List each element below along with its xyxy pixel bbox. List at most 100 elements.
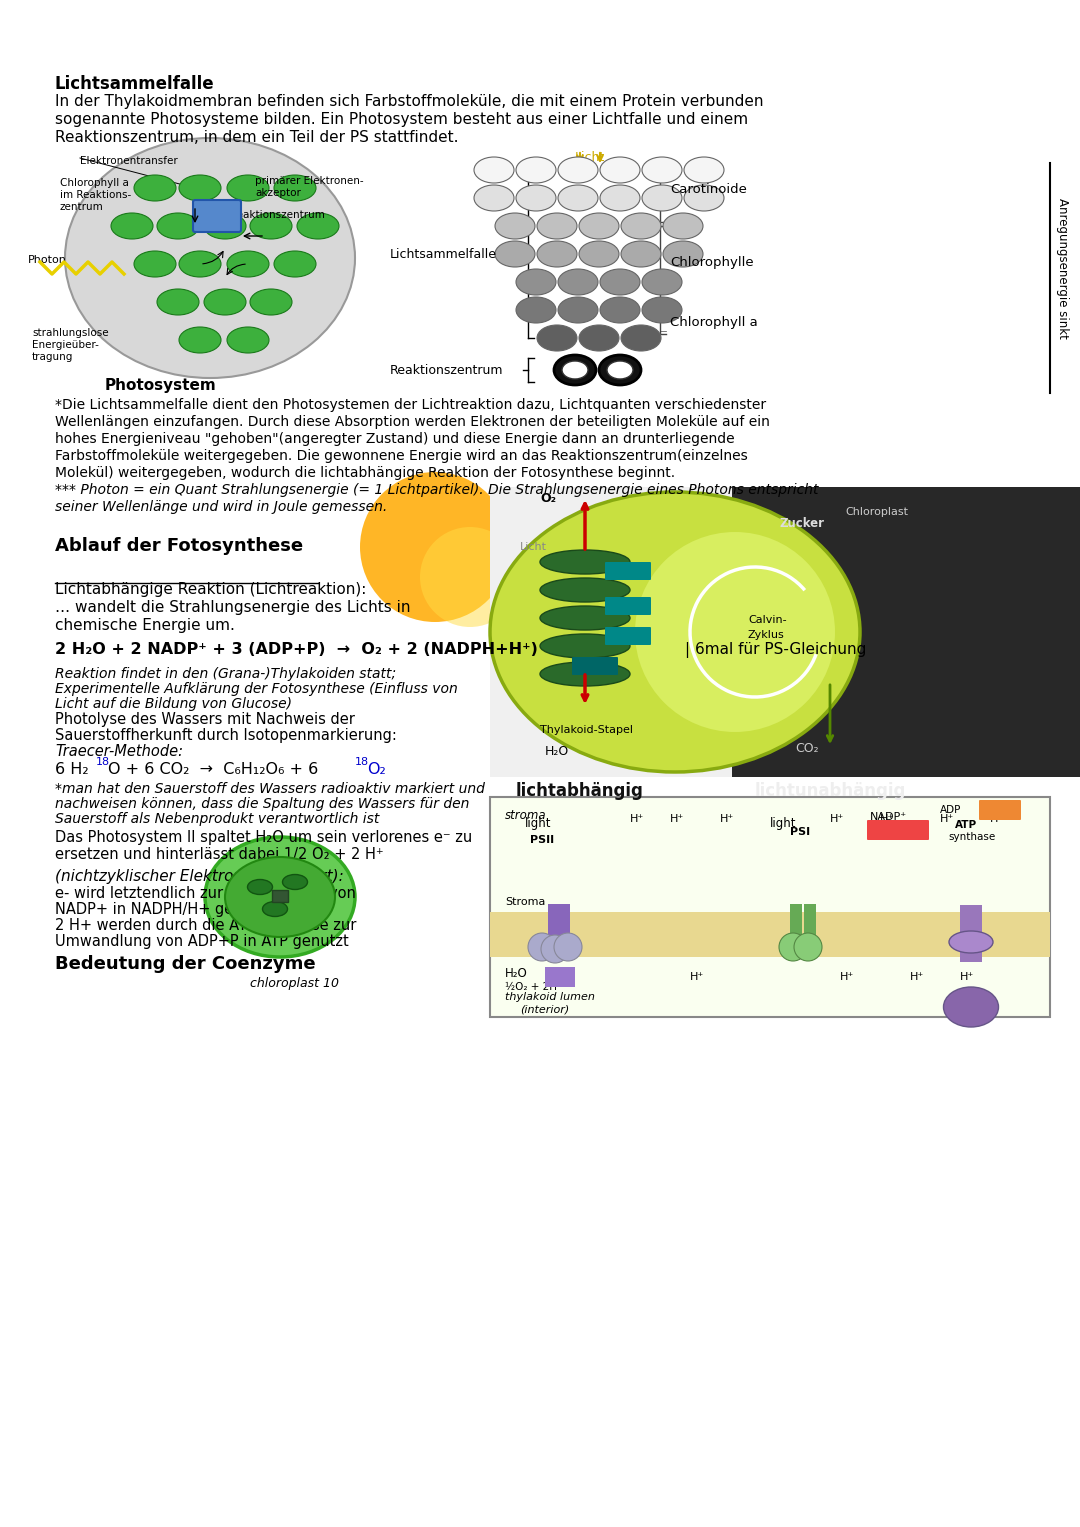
Ellipse shape: [537, 241, 577, 267]
Text: CO₂: CO₂: [795, 742, 819, 754]
Ellipse shape: [537, 212, 577, 240]
Text: In der Thylakoidmembran befinden sich Farbstoffmoleküle, die mit einem Protein v: In der Thylakoidmembran befinden sich Fa…: [55, 95, 764, 108]
Ellipse shape: [684, 185, 724, 211]
Text: e- wird letztendlich zur Umwandlung von: e- wird letztendlich zur Umwandlung von: [55, 886, 356, 901]
Text: Thylakoid-Stapel: Thylakoid-Stapel: [540, 725, 633, 734]
Text: Elektronentransfer: Elektronentransfer: [80, 156, 178, 166]
Ellipse shape: [540, 663, 630, 686]
Text: NADP⁺: NADP⁺: [870, 812, 907, 822]
Text: Farbstoffmoleküle weitergegeben. Die gewonnene Energie wird an das Reaktionszent: Farbstoffmoleküle weitergegeben. Die gew…: [55, 449, 747, 463]
Ellipse shape: [495, 212, 535, 240]
Ellipse shape: [540, 606, 630, 631]
Ellipse shape: [600, 269, 640, 295]
Ellipse shape: [227, 327, 269, 353]
Text: H⁺: H⁺: [690, 973, 704, 982]
Ellipse shape: [558, 185, 598, 211]
Text: ½O₂ + 2H⁺: ½O₂ + 2H⁺: [505, 982, 563, 993]
Text: ATP: ATP: [619, 567, 637, 577]
Ellipse shape: [297, 212, 339, 240]
Text: sogenannte Photosysteme bilden. Ein Photosystem besteht aus einer Lichtfalle und: sogenannte Photosysteme bilden. Ein Phot…: [55, 111, 748, 127]
Circle shape: [779, 933, 807, 960]
Text: chemische Energie um.: chemische Energie um.: [55, 618, 234, 634]
Text: Reaktionszentrum: Reaktionszentrum: [230, 211, 325, 220]
Text: Sauerstoffherkunft durch Isotopenmarkierung:: Sauerstoffherkunft durch Isotopenmarkier…: [55, 728, 396, 744]
Text: H⁺: H⁺: [960, 973, 974, 982]
Text: H⁺: H⁺: [630, 814, 645, 825]
Ellipse shape: [283, 875, 308, 890]
Text: light: light: [770, 817, 797, 831]
Ellipse shape: [249, 212, 292, 240]
Text: ADPᵢ: ADPᵢ: [584, 663, 606, 672]
Circle shape: [528, 933, 556, 960]
Ellipse shape: [490, 492, 860, 773]
Text: (nichtzyklischer Elektronentransport):: (nichtzyklischer Elektronentransport):: [55, 869, 343, 884]
Ellipse shape: [179, 250, 221, 276]
Text: Reaktion findet in den (Grana-)Thylakoiden statt;: Reaktion findet in den (Grana-)Thylakoid…: [55, 667, 396, 681]
Ellipse shape: [642, 296, 681, 324]
Ellipse shape: [274, 176, 316, 202]
Ellipse shape: [949, 931, 993, 953]
Text: Licht auf die Bildung von Glucose): Licht auf die Bildung von Glucose): [55, 696, 292, 712]
Ellipse shape: [516, 296, 556, 324]
Ellipse shape: [642, 269, 681, 295]
Text: Photon: Photon: [28, 255, 67, 266]
Ellipse shape: [474, 185, 514, 211]
Text: seiner Wellenlänge und wird in Joule gemessen.: seiner Wellenlänge und wird in Joule gem…: [55, 499, 388, 515]
Ellipse shape: [516, 185, 556, 211]
Text: Carotinoide: Carotinoide: [670, 183, 747, 195]
Text: light: light: [525, 817, 552, 831]
Text: H⁺: H⁺: [840, 973, 854, 982]
Text: 6 H₂: 6 H₂: [55, 762, 89, 777]
Text: primärer Elektronen-: primärer Elektronen-: [255, 176, 364, 186]
Ellipse shape: [600, 185, 640, 211]
Text: *** Photon = ein Quant Strahlungsenergie (= 1 Lichtpartikel). Die Strahlungsener: *** Photon = ein Quant Strahlungsenergie…: [55, 483, 819, 496]
Ellipse shape: [134, 250, 176, 276]
Text: chloroplast 10: chloroplast 10: [249, 977, 339, 989]
Text: strahlungslose: strahlungslose: [32, 328, 109, 337]
Ellipse shape: [516, 269, 556, 295]
Text: O₂: O₂: [367, 762, 386, 777]
Ellipse shape: [274, 250, 316, 276]
Ellipse shape: [663, 212, 703, 240]
Ellipse shape: [225, 857, 335, 938]
Circle shape: [541, 935, 569, 964]
Ellipse shape: [540, 579, 630, 602]
Text: O₂: O₂: [540, 492, 556, 505]
Text: ADP: ADP: [940, 805, 961, 815]
Text: e⁻: e⁻: [210, 212, 225, 228]
Ellipse shape: [205, 837, 355, 957]
Bar: [960, 906, 982, 962]
Ellipse shape: [944, 986, 999, 1028]
Text: (interior): (interior): [519, 1005, 569, 1015]
Ellipse shape: [157, 289, 199, 315]
Bar: [548, 904, 566, 959]
Text: Anregungsenergie sinkt: Anregungsenergie sinkt: [1056, 197, 1069, 339]
Text: Chlorophyll a: Chlorophyll a: [670, 316, 758, 328]
Text: 18: 18: [96, 757, 110, 767]
Text: Lichtsammelfalle: Lichtsammelfalle: [55, 75, 215, 93]
Text: im Reaktions-: im Reaktions-: [60, 189, 132, 200]
Ellipse shape: [579, 325, 619, 351]
Bar: [804, 904, 816, 959]
FancyBboxPatch shape: [490, 797, 1050, 1017]
Text: lichtunabhängig: lichtunabhängig: [754, 782, 906, 800]
Text: Chloroplast: Chloroplast: [845, 507, 908, 518]
Ellipse shape: [558, 157, 598, 183]
Ellipse shape: [204, 289, 246, 315]
Text: PSI: PSI: [789, 828, 810, 837]
Text: ersetzen und hinterlässt dabei 1/2 O₂ + 2 H⁺: ersetzen und hinterlässt dabei 1/2 O₂ + …: [55, 847, 383, 863]
Text: Stroma: Stroma: [505, 896, 545, 907]
Circle shape: [420, 527, 519, 628]
Text: NADPH: NADPH: [877, 825, 919, 835]
Ellipse shape: [621, 325, 661, 351]
Ellipse shape: [635, 531, 835, 731]
Ellipse shape: [474, 157, 514, 183]
Text: akzeptor: akzeptor: [255, 188, 301, 199]
Text: … wandelt die Strahlungsenergie des Lichts in: … wandelt die Strahlungsenergie des Lich…: [55, 600, 410, 615]
Circle shape: [794, 933, 822, 960]
Text: synthase: synthase: [948, 832, 996, 841]
Text: Calvin-: Calvin-: [748, 615, 786, 625]
Ellipse shape: [642, 157, 681, 183]
Bar: [490, 912, 1050, 957]
Text: thylakoid lumen: thylakoid lumen: [505, 993, 595, 1002]
